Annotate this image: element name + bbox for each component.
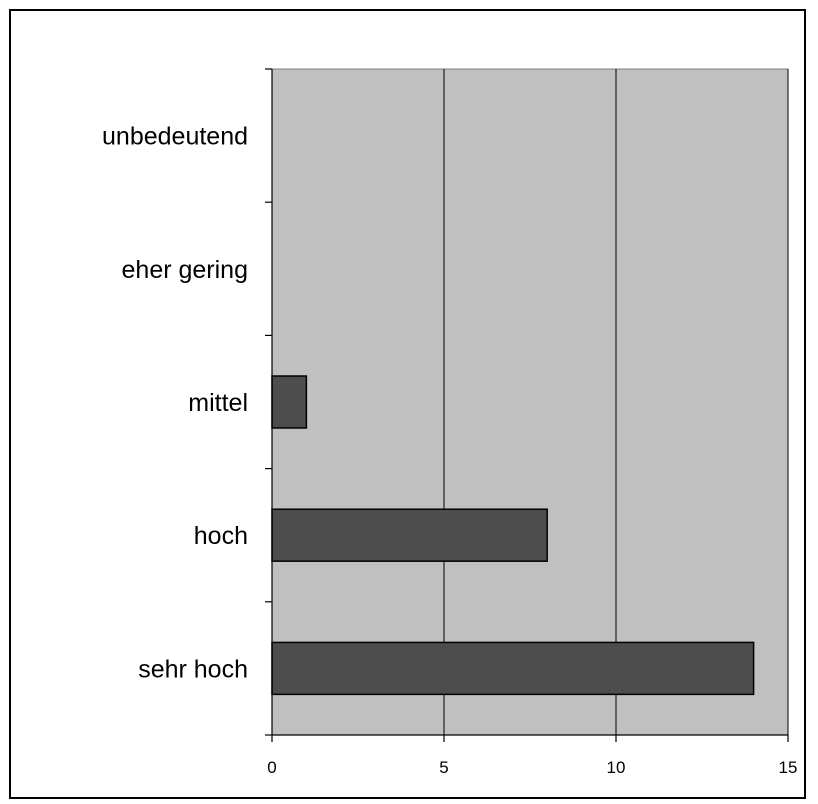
category-label-4: sehr hoch	[138, 655, 248, 683]
category-label-2: mittel	[188, 389, 248, 417]
category-labels: unbedeutend eher gering mittel hoch sehr hoc…	[102, 123, 248, 684]
category-label-1: eher gering	[122, 256, 248, 284]
category-label-0: unbedeutend	[102, 123, 248, 151]
x-tick-labels: 0 5 10 15	[267, 758, 797, 777]
bar-hoch	[271, 508, 548, 562]
plot-area	[271, 68, 789, 736]
x-tick-label-3: 15	[779, 758, 798, 777]
category-label-3: hoch	[194, 522, 248, 550]
x-tick-label-0: 0	[267, 758, 276, 777]
y-axis	[265, 68, 273, 736]
gridlines	[443, 69, 789, 735]
x-tick-label-2: 10	[607, 758, 626, 777]
x-tick-label-1: 5	[439, 758, 448, 777]
x-axis	[271, 734, 789, 742]
bar-sehr-hoch	[271, 641, 755, 696]
bars	[271, 375, 755, 696]
bar-mittel	[271, 375, 308, 429]
